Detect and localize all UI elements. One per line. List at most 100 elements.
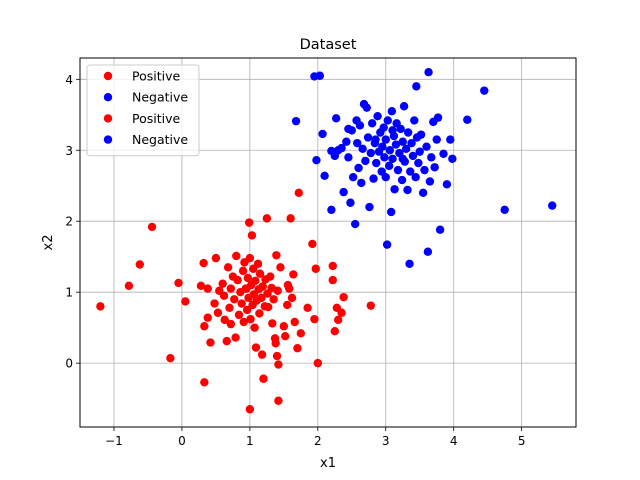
positive-point [328, 261, 337, 271]
negative-point [423, 247, 433, 256]
y-tick-label: 0 [65, 357, 73, 371]
negative-point [383, 116, 392, 125]
negative-point [315, 71, 325, 80]
negative-point [401, 144, 411, 154]
positive-point [226, 284, 236, 293]
negative-point [403, 185, 412, 195]
positive-point [238, 266, 248, 276]
positive-point [257, 350, 267, 359]
negative-point [408, 151, 418, 161]
positive-point [243, 273, 253, 283]
negative-point [439, 149, 448, 158]
positive-point [211, 253, 221, 263]
negative-point [379, 123, 388, 132]
negative-point [369, 174, 378, 183]
negative-point [344, 153, 353, 162]
negative-point [386, 207, 396, 217]
negative-point [371, 135, 380, 144]
positive-point [268, 319, 277, 328]
positive-point [273, 286, 282, 295]
y-tick-label: 2 [65, 215, 73, 229]
negative-point [396, 124, 405, 134]
negative-point [382, 240, 392, 249]
positive-point [366, 301, 376, 310]
legend-marker [103, 135, 113, 144]
positive-point [283, 300, 292, 310]
positive-point [274, 360, 283, 369]
positive-point [200, 378, 209, 387]
y-tick-label: 4 [65, 73, 73, 87]
positive-point [255, 309, 264, 318]
positive-point [247, 231, 257, 240]
x-tick-label: −1 [105, 434, 123, 448]
positive-point [308, 239, 317, 249]
positive-point [218, 279, 227, 288]
positive-point [234, 310, 244, 320]
negative-point [366, 148, 376, 158]
positive-point [244, 218, 254, 227]
negative-point [411, 173, 420, 182]
chart-title: Dataset [300, 37, 357, 53]
x-tick-label: 2 [314, 434, 322, 448]
positive-point [330, 327, 339, 336]
negative-point [348, 173, 358, 182]
negative-point [355, 121, 365, 130]
negative-point [354, 163, 363, 173]
positive-point [203, 284, 212, 293]
negative-point [427, 153, 436, 162]
negative-point [380, 153, 389, 162]
positive-point [337, 308, 346, 317]
positive-point [231, 333, 240, 342]
negative-point [430, 163, 439, 172]
positive-point [245, 405, 255, 414]
x-axis-label: x1 [320, 456, 336, 471]
legend-box [86, 64, 200, 157]
positive-point [223, 263, 233, 272]
negative-point [372, 158, 381, 168]
negative-point [342, 137, 351, 146]
x-tick-label: 4 [450, 434, 458, 448]
negative-point [480, 86, 489, 95]
negative-point [405, 259, 414, 268]
positive-point [242, 284, 251, 293]
y-axis-label: x2 [41, 235, 56, 251]
legend-label: Negative [132, 132, 188, 147]
positive-point [166, 353, 175, 363]
negative-point [358, 144, 367, 154]
negative-point [416, 130, 426, 139]
positive-point [333, 315, 343, 325]
negative-point [500, 205, 509, 215]
negative-point [407, 138, 416, 148]
negative-point [414, 158, 423, 168]
positive-point [253, 259, 263, 268]
positive-point [226, 319, 236, 329]
positive-point [246, 314, 255, 324]
positive-point [285, 284, 294, 293]
y-tick-label: 1 [65, 286, 73, 300]
negative-point [418, 188, 428, 198]
positive-point [339, 292, 348, 302]
positive-point [269, 295, 278, 304]
positive-point [135, 260, 144, 269]
negative-point [384, 161, 394, 171]
positive-point [210, 299, 219, 308]
negative-point [381, 135, 390, 144]
negative-point [398, 154, 407, 163]
legend-label: Positive [132, 69, 180, 84]
negative-point [399, 102, 409, 111]
positive-point [311, 264, 320, 273]
positive-point [124, 281, 134, 290]
positive-point [199, 258, 208, 268]
negative-point [433, 113, 443, 122]
positive-point [255, 269, 265, 278]
positive-point [274, 396, 283, 405]
negative-point [442, 180, 452, 189]
positive-point [258, 282, 267, 291]
positive-point [303, 303, 312, 312]
negative-point [327, 205, 336, 215]
positive-point [272, 251, 281, 260]
data-points [96, 67, 557, 414]
negative-point [432, 135, 441, 144]
positive-point [257, 293, 266, 303]
